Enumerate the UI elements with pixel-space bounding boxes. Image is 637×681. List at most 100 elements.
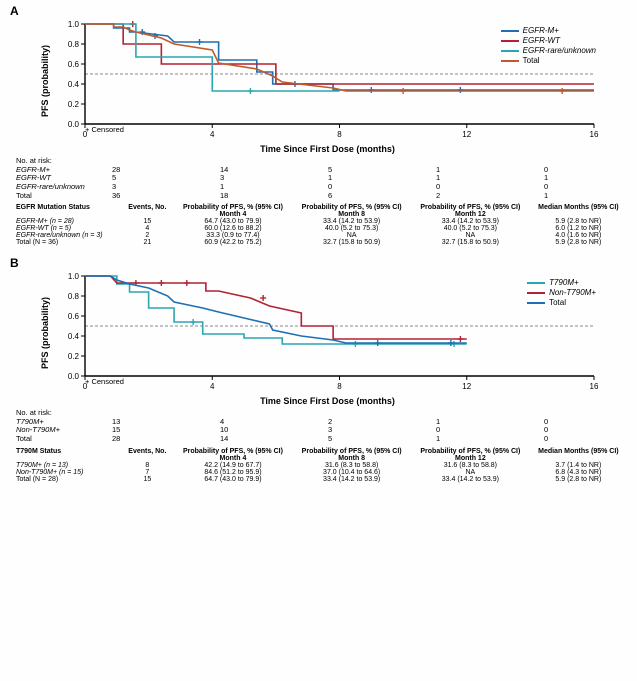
svg-text:0.8: 0.8 [68, 292, 80, 301]
svg-text:0.2: 0.2 [68, 100, 80, 109]
stats-label: T790M+ (n = 13) [16, 462, 121, 469]
stats-header-cell: Events, No. [121, 204, 174, 218]
svg-text:16: 16 [590, 130, 599, 139]
stats-label: Non-T790M+ (n = 15) [16, 469, 121, 476]
risk-header: No. at risk: [16, 157, 627, 166]
risk-row: Total3618621 [16, 192, 627, 201]
x-axis-label-a: Time Since First Dose (months) [55, 144, 600, 154]
legend-swatch [501, 50, 519, 52]
chart-a: PFS (probability) 0.00.20.40.60.81.00481… [55, 20, 600, 142]
risk-label: Total [16, 435, 92, 444]
stats-cell: 15 [121, 476, 174, 483]
legend-item: EGFR-rare/unknown [501, 46, 596, 55]
stats-label: EGFR-WT (n = 5) [16, 225, 121, 232]
risk-row: EGFR-rare/unknown31000 [16, 183, 627, 192]
stats-cell: NA [292, 232, 411, 239]
svg-text:0.2: 0.2 [68, 352, 80, 361]
stats-cell: 33.4 (14.2 to 53.9) [292, 476, 411, 483]
y-axis-label-a: PFS (probability) [40, 45, 50, 117]
legend-swatch [527, 292, 545, 294]
stats-header-cell: EGFR Mutation Status [16, 204, 121, 218]
svg-text:1.0: 1.0 [68, 272, 80, 281]
stats-header-cell: Events, No. [121, 448, 174, 462]
stats-row: EGFR-WT (n = 5)460.0 (12.6 to 88.2)40.0 … [16, 225, 627, 232]
risk-row: Total2814510 [16, 435, 627, 444]
risk-row: EGFR-M+2814510 [16, 166, 627, 175]
risk-cell: 28 [92, 166, 200, 175]
legend-item: Total [527, 298, 596, 307]
risk-cell: 10 [200, 426, 308, 435]
stats-cell: 60.0 (12.6 to 88.2) [174, 225, 293, 232]
stats-cell: 31.6 (8.3 to 58.8) [292, 462, 411, 469]
legend-swatch [501, 40, 519, 42]
svg-text:12: 12 [462, 130, 471, 139]
stats-cell: 33.4 (14.2 to 53.9) [292, 218, 411, 225]
stats-cell: 2 [121, 232, 174, 239]
risk-cell: 36 [92, 192, 200, 201]
stats-label: EGFR-rare/unknown (n = 3) [16, 232, 121, 239]
stats-cell: 5.9 (2.8 to NR) [530, 218, 627, 225]
risk-cell: 15 [92, 426, 200, 435]
stats-cell: NA [411, 232, 530, 239]
stats-header-cell: T790M Status [16, 448, 121, 462]
risk-table-b: No. at risk:T790M+134210Non-T790M+151030… [16, 409, 627, 444]
censored-note-b: + Censored [85, 377, 124, 386]
stats-header-cell: Median Months (95% CI) [530, 448, 627, 462]
y-axis-label-b: PFS (probability) [40, 297, 50, 369]
km-plot-b: 0.00.20.40.60.81.00481216 [55, 272, 600, 394]
risk-cell: 14 [200, 166, 308, 175]
stats-cell: 15 [121, 218, 174, 225]
panel-a: A PFS (probability) 0.00.20.40.60.81.004… [0, 0, 637, 252]
risk-row: Non-T790M+1510300 [16, 426, 627, 435]
risk-cell: 1 [416, 174, 524, 183]
stats-cell: 7 [121, 469, 174, 476]
risk-cell: 2 [308, 418, 416, 427]
risk-cell: 4 [200, 418, 308, 427]
stats-header-cell: Probability of PFS, % (95% CI) Month 4 [174, 204, 293, 218]
stats-cell: 84.6 (51.2 to 95.9) [174, 469, 293, 476]
stats-cell: 21 [121, 239, 174, 246]
stats-header-row: T790M StatusEvents, No.Probability of PF… [16, 448, 627, 462]
legend-item: Total [501, 56, 596, 65]
legend-swatch [527, 282, 545, 284]
stats-label: Total (N = 28) [16, 476, 121, 483]
stats-cell: 40.0 (5.2 to 75.3) [292, 225, 411, 232]
stats-cell: 31.6 (8.3 to 58.8) [411, 462, 530, 469]
risk-cell: 1 [308, 174, 416, 183]
stats-table-a: EGFR Mutation StatusEvents, No.Probabili… [16, 204, 627, 246]
stats-row: T790M+ (n = 13)842.2 (14.9 to 67.7)31.6 … [16, 462, 627, 469]
panel-b: B PFS (probability) 0.00.20.40.60.81.004… [0, 252, 637, 489]
risk-cell: 6 [308, 192, 416, 201]
legend-label: EGFR-WT [523, 36, 560, 45]
legend-item: T790M+ [527, 278, 596, 287]
svg-text:0.0: 0.0 [68, 120, 80, 129]
risk-cell: 0 [308, 183, 416, 192]
svg-text:12: 12 [462, 382, 471, 391]
risk-cell: 0 [416, 426, 524, 435]
risk-cell: 0 [416, 183, 524, 192]
legend-item: EGFR-WT [501, 36, 596, 45]
risk-cell: 1 [416, 435, 524, 444]
legend-b: T790M+Non-T790M+Total [527, 278, 596, 308]
risk-row: EGFR-WT53111 [16, 174, 627, 183]
stats-header-row: EGFR Mutation StatusEvents, No.Probabili… [16, 204, 627, 218]
risk-header: No. at risk: [16, 409, 627, 418]
stats-label: Total (N = 36) [16, 239, 121, 246]
svg-text:1.0: 1.0 [68, 20, 80, 29]
svg-text:4: 4 [210, 130, 215, 139]
panel-b-label: B [10, 256, 627, 270]
svg-text:0.8: 0.8 [68, 40, 80, 49]
stats-row: Total (N = 36)2160.9 (42.2 to 75.2)32.7 … [16, 239, 627, 246]
stats-cell: 5.9 (2.8 to NR) [530, 476, 627, 483]
stats-cell: 37.0 (10.4 to 64.6) [292, 469, 411, 476]
svg-text:0.6: 0.6 [68, 60, 80, 69]
stats-cell: 64.7 (43.0 to 79.9) [174, 476, 293, 483]
svg-text:0.0: 0.0 [68, 372, 80, 381]
stats-cell: 3.7 (1.4 to NR) [530, 462, 627, 469]
risk-cell: 1 [416, 166, 524, 175]
risk-cell: 3 [200, 174, 308, 183]
stats-row: Total (N = 28)1564.7 (43.0 to 79.9)33.4 … [16, 476, 627, 483]
stats-row: Non-T790M+ (n = 15)784.6 (51.2 to 95.9)3… [16, 469, 627, 476]
stats-cell: NA [411, 469, 530, 476]
svg-text:4: 4 [210, 382, 215, 391]
